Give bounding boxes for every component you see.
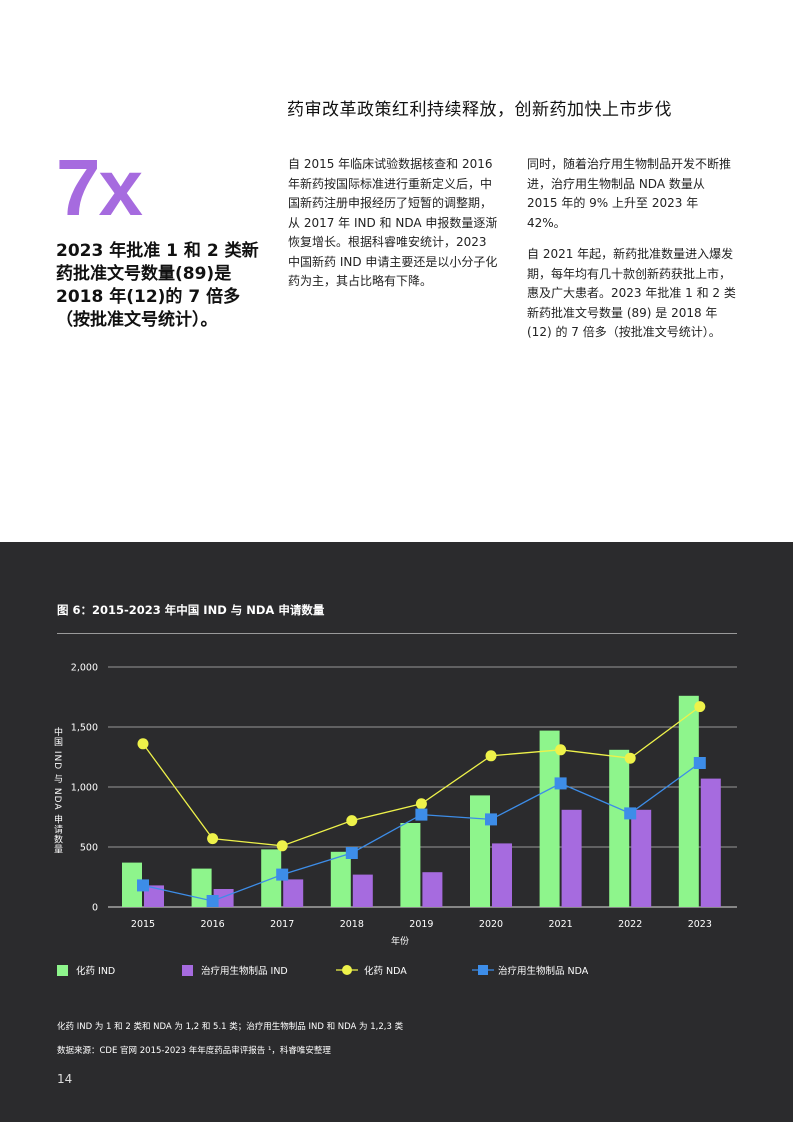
data-point [694, 701, 706, 713]
y-axis-label: 中国 IND 与 NDA 申请数量 [52, 726, 63, 855]
big-stat-text: 2023 年批准 1 和 2 类新药批准文号数量(89)是 2018 年(12)… [56, 241, 259, 330]
legend-line-square-icon [472, 965, 494, 975]
data-point [137, 879, 149, 892]
legend-label: 化药 NDA [364, 966, 407, 977]
legend-swatch [57, 964, 68, 976]
body-column-2: 同时，随着治疗用生物制品开发不断推进，治疗用生物制品 NDA 数量从 2015 … [527, 155, 737, 355]
legend-label: 化药 IND [76, 966, 116, 977]
y-tick-label: 0 [92, 903, 98, 914]
figure-panel [0, 542, 793, 1122]
x-tick-label: 2015 [131, 919, 155, 930]
data-point [276, 868, 289, 881]
y-tick-label: 2,000 [71, 663, 98, 674]
headline: 药审改革政策红利持续释放，创新药加快上市步伐 [287, 100, 672, 120]
bar [609, 749, 630, 907]
figure-note: 化药 IND 为 1 和 2 类和 NDA 为 1,2 和 5.1 类；治疗用生… [57, 1022, 404, 1032]
x-tick-label: 2022 [618, 919, 642, 930]
x-tick-label: 2017 [270, 919, 294, 930]
data-point [624, 752, 636, 764]
page-number: 14 [57, 1072, 73, 1086]
x-axis-label: 年份 [391, 935, 409, 947]
x-tick-label: 2018 [340, 919, 364, 930]
bar [539, 730, 560, 907]
data-point [345, 847, 358, 859]
legend-item-chem-nda: 化药 NDA [336, 962, 407, 978]
data-point [206, 895, 219, 907]
legend-line-circle-icon [336, 965, 358, 975]
figure-title: 图 6：2015-2023 年中国 IND 与 NDA 申请数量 [57, 603, 325, 617]
bar [678, 695, 699, 907]
body-paragraph: 同时，随着治疗用生物制品开发不断推进，治疗用生物制品 NDA 数量从 2015 … [527, 157, 732, 230]
bar [700, 778, 721, 907]
figure-divider [57, 633, 737, 634]
bar [283, 879, 304, 907]
body-column-1: 自 2015 年临床试验数据核查和 2016 年新药按国际标准进行重新定义后，中… [288, 155, 498, 304]
x-tick-label: 2016 [201, 919, 225, 930]
x-tick-label: 2021 [549, 919, 573, 930]
data-point [485, 813, 497, 826]
bar [561, 809, 582, 907]
data-point [485, 750, 497, 762]
data-point [624, 807, 637, 820]
data-point [346, 815, 358, 827]
bar [400, 823, 421, 907]
data-point [415, 808, 428, 821]
bar [492, 843, 512, 907]
bar [352, 874, 373, 907]
legend-item-bio-ind: 治疗用生物制品 IND [182, 962, 288, 978]
data-point [554, 777, 567, 790]
data-point [137, 738, 149, 750]
bar [422, 872, 443, 907]
data-point [555, 744, 567, 756]
x-tick-label: 2023 [688, 919, 712, 930]
legend-label: 治疗用生物制品 NDA [498, 966, 589, 977]
x-tick-label: 2020 [479, 919, 503, 930]
data-point [415, 798, 427, 810]
legend-item-bio-nda: 治疗用生物制品 NDA [472, 962, 588, 978]
figure-source: 数据来源：CDE 官网 2015-2023 年年度药品审评报告 ¹，科睿唯安整理 [57, 1046, 331, 1056]
body-paragraph: 自 2015 年临床试验数据核查和 2016 年新药按国际标准进行重新定义后，中… [288, 157, 498, 288]
data-point [207, 833, 219, 845]
bar [631, 809, 652, 907]
bar [330, 851, 351, 907]
data-point [693, 757, 706, 769]
body-paragraph: 自 2021 年起，新药批准数量进入爆发期，每年均有几十款创新药获批上市，惠及广… [527, 247, 736, 339]
y-tick-label: 1,000 [71, 783, 98, 794]
data-point [276, 840, 288, 852]
x-tick-label: 2019 [409, 919, 433, 930]
bar [470, 795, 490, 907]
y-tick-label: 500 [80, 843, 98, 854]
legend-label: 治疗用生物制品 IND [201, 966, 288, 977]
y-tick-label: 1,500 [71, 723, 98, 734]
big-number: 7x [56, 143, 143, 232]
legend-swatch [182, 964, 193, 976]
bar [122, 862, 142, 907]
legend-item-chem-ind: 化药 IND [57, 962, 115, 978]
